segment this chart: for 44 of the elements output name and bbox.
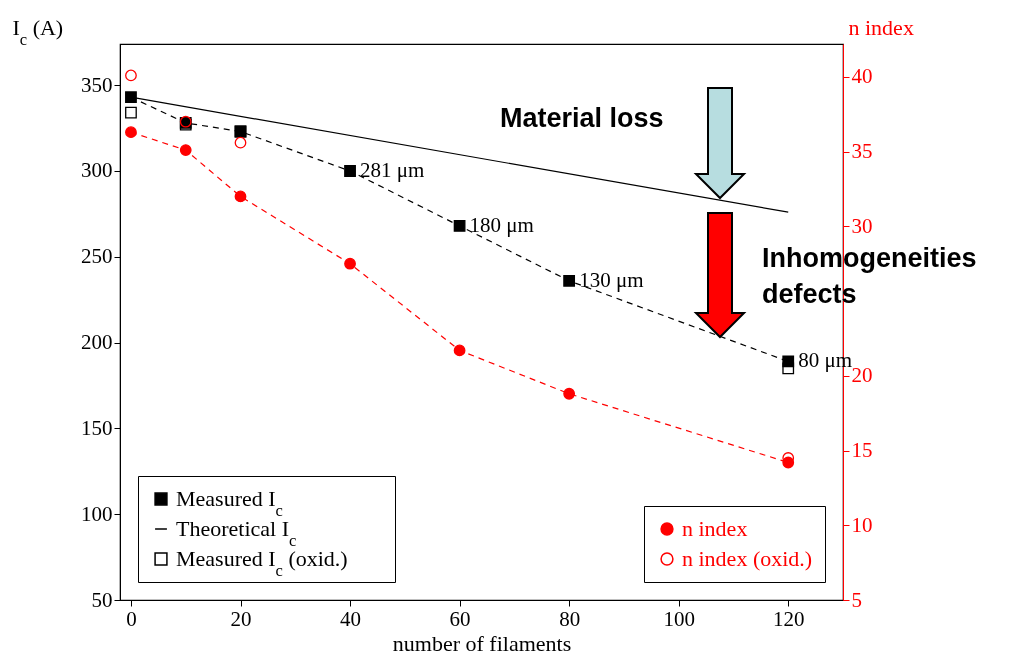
x-tick-label: 60 bbox=[449, 606, 471, 631]
x-tick-label: 0 bbox=[126, 606, 137, 631]
point bbox=[125, 126, 137, 139]
y2-tick-label: 40 bbox=[851, 64, 873, 89]
y-axis-title: I$_{c}$ (A) bbox=[12, 14, 64, 48]
x-tick-label: 20 bbox=[230, 606, 252, 631]
legend-label: n index (oxid.) bbox=[682, 546, 813, 571]
point bbox=[453, 220, 466, 232]
point bbox=[125, 106, 137, 119]
x-tick-label: 80 bbox=[559, 606, 581, 631]
y2-tick-label: 10 bbox=[851, 512, 873, 537]
x-tick-label: 40 bbox=[340, 606, 362, 631]
annotation: 130 μm bbox=[579, 267, 644, 292]
x-axis-title: number of filaments bbox=[392, 630, 572, 656]
annotation: 281 μm bbox=[360, 157, 425, 182]
point bbox=[125, 69, 137, 82]
point bbox=[563, 387, 576, 400]
point bbox=[344, 165, 356, 177]
y2-tick-label: 20 bbox=[851, 363, 873, 388]
x-tick-label: 100 bbox=[663, 606, 695, 631]
point bbox=[344, 257, 356, 270]
y-tick-label: 150 bbox=[81, 415, 113, 440]
annotation: Material loss bbox=[500, 102, 664, 135]
point bbox=[782, 362, 795, 375]
point bbox=[234, 190, 247, 203]
y2-tick-label: 5 bbox=[851, 587, 862, 612]
y-tick-label: 250 bbox=[81, 244, 113, 269]
y-tick-label: 300 bbox=[81, 158, 113, 183]
point bbox=[563, 274, 576, 287]
y2-tick-label: 15 bbox=[851, 438, 873, 463]
y-tick-label: 100 bbox=[81, 501, 113, 526]
y-tick-label: 50 bbox=[91, 587, 113, 612]
annotation: 180 μm bbox=[469, 212, 534, 237]
y2-tick-label: 30 bbox=[851, 213, 873, 238]
legend-label: n index bbox=[682, 516, 748, 541]
y-tick-label: 350 bbox=[81, 72, 113, 97]
x-tick-label: 120 bbox=[772, 606, 805, 631]
point bbox=[125, 91, 137, 104]
y2-axis-title: n index bbox=[848, 14, 914, 40]
y-tick-label: 200 bbox=[81, 330, 113, 355]
y2-tick-label: 35 bbox=[851, 139, 873, 164]
point bbox=[453, 344, 466, 357]
point bbox=[179, 144, 192, 156]
point bbox=[234, 136, 247, 149]
